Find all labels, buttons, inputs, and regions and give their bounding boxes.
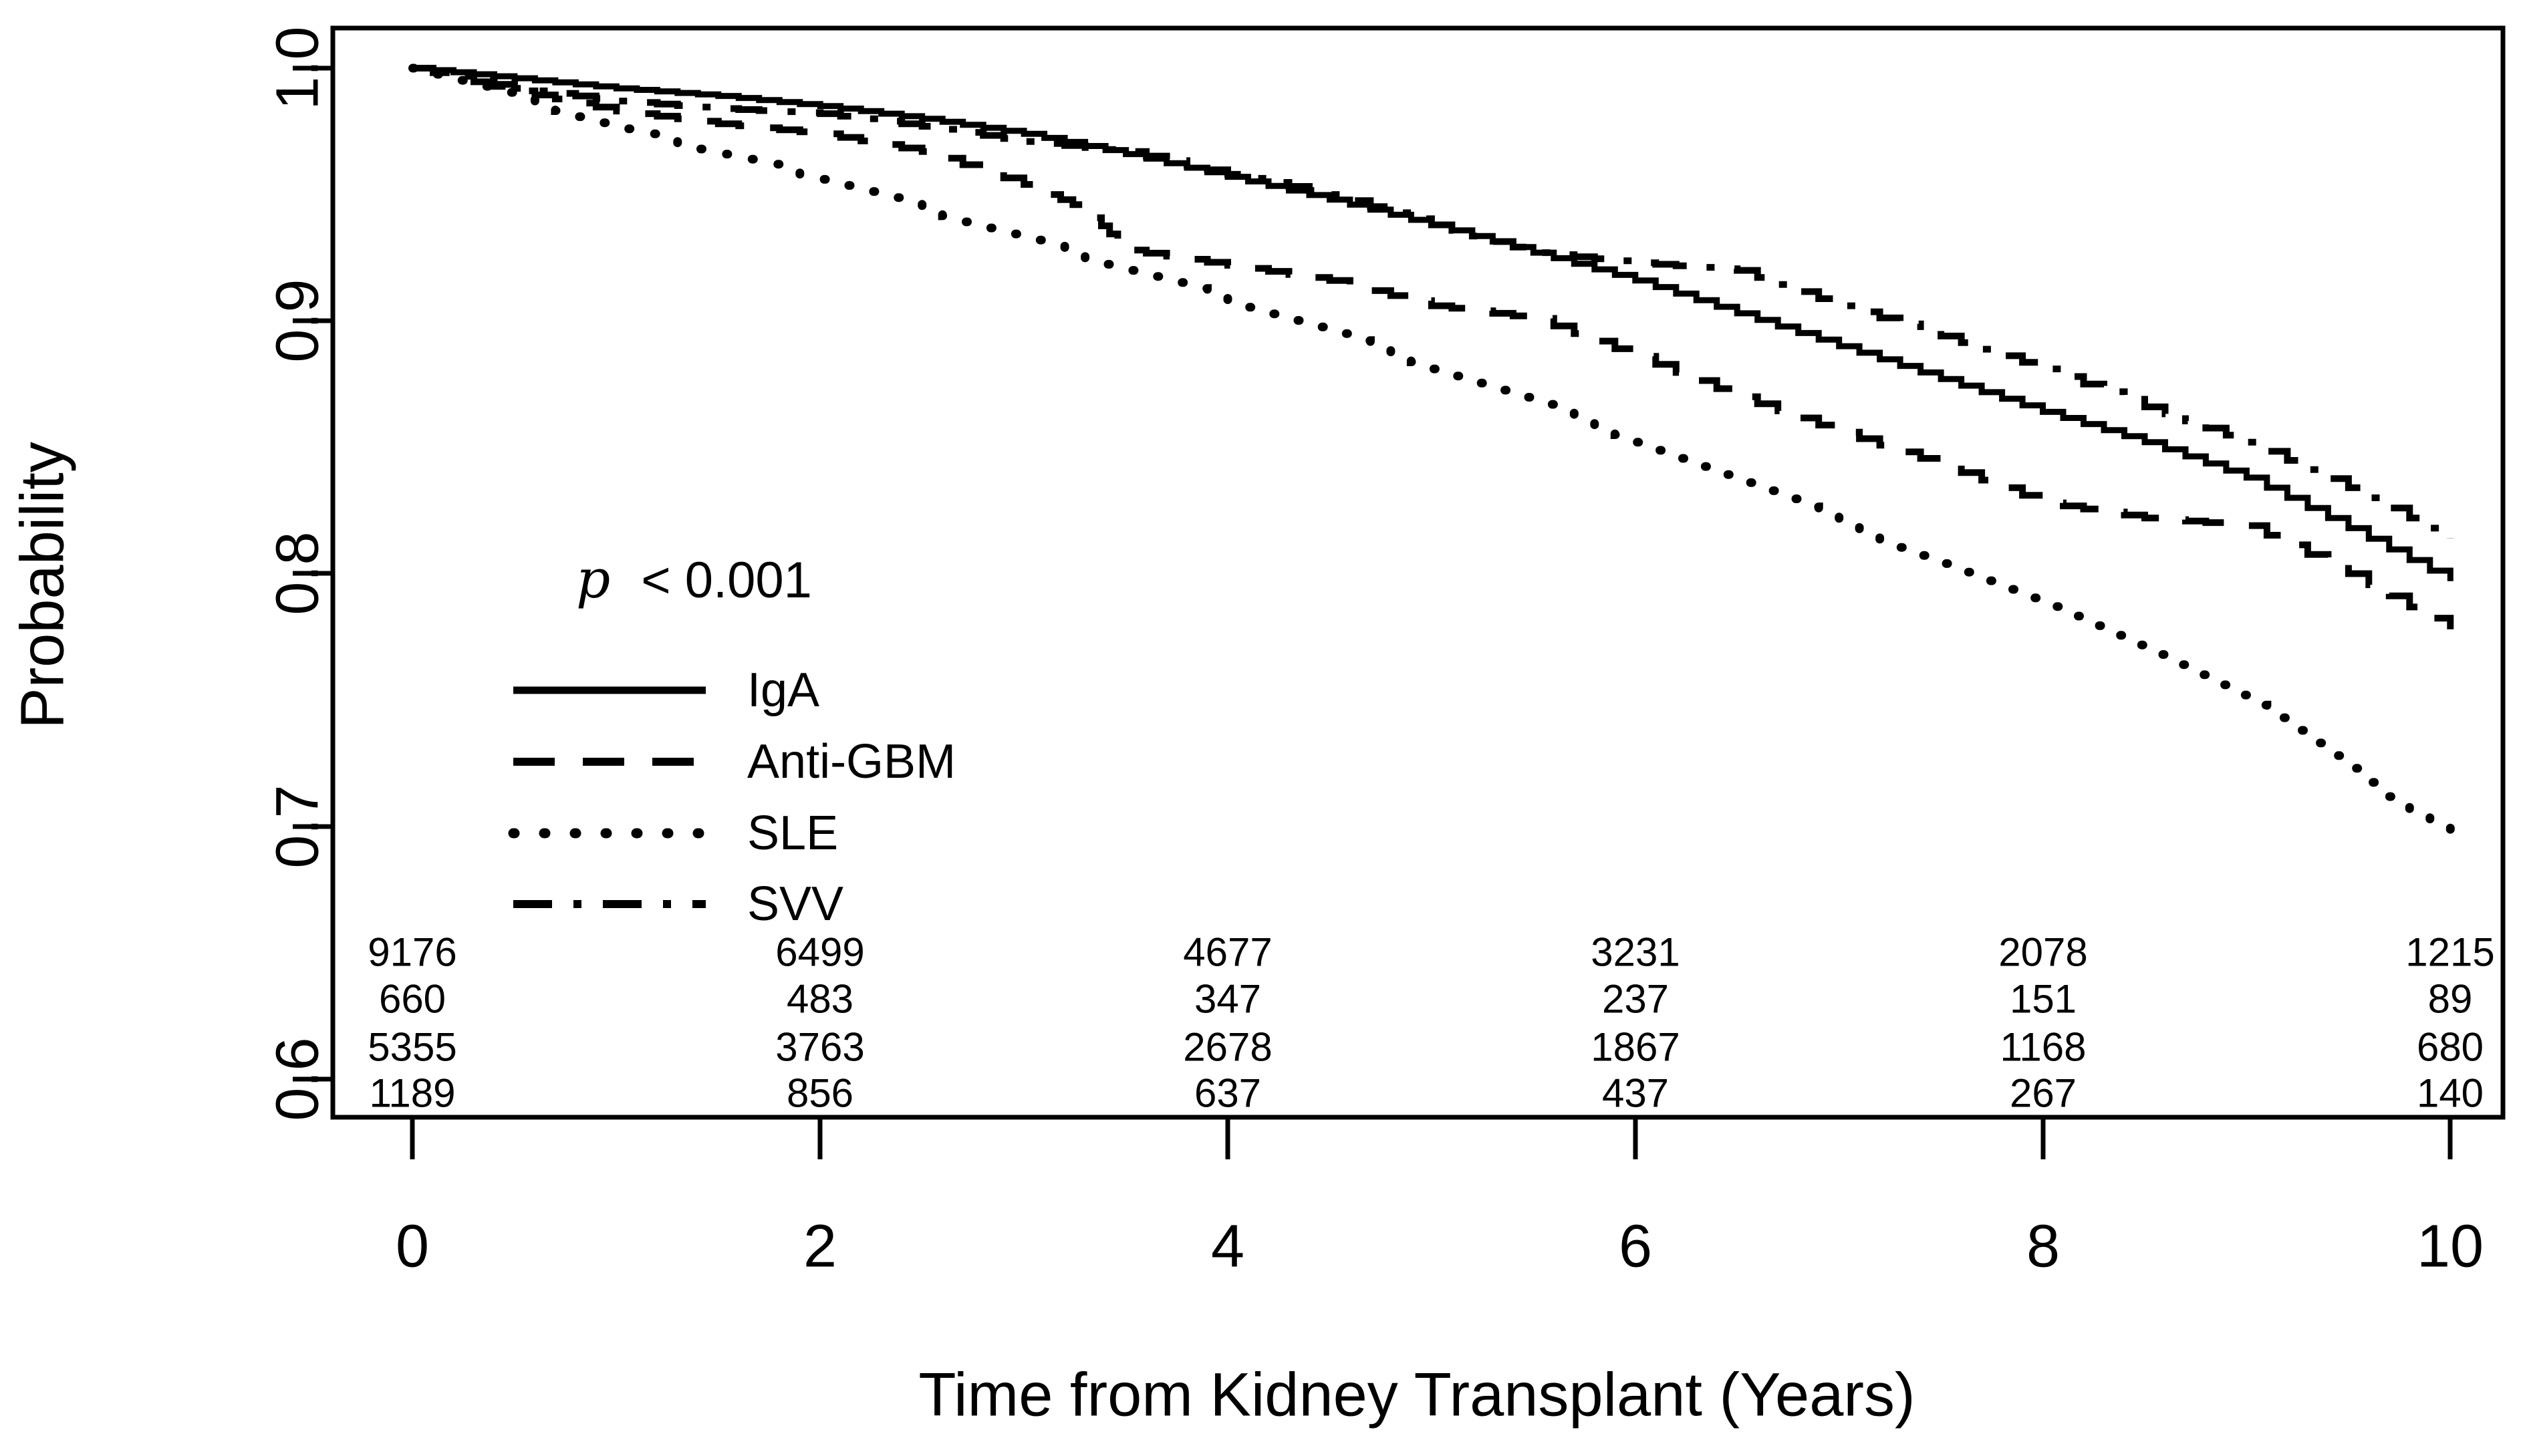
risk-antigbm-t10: 89	[2427, 976, 2473, 1022]
x-tick-label-10: 10	[2416, 1213, 2484, 1280]
risk-antigbm-t2: 483	[786, 976, 854, 1022]
risk-antigbm-t4: 347	[1194, 976, 1262, 1022]
curve-anti-gbm	[412, 65, 2454, 629]
curve-iga	[412, 65, 2453, 581]
y-tick-marks	[293, 65, 333, 1082]
risk-svv-t10: 140	[2416, 1070, 2484, 1116]
legend-label-antigbm: Anti-GBM	[747, 735, 956, 788]
risk-svv-t8: 267	[2009, 1070, 2077, 1116]
risk-svv-t0: 1189	[369, 1070, 456, 1116]
risk-iga-t6: 3231	[1591, 929, 1680, 975]
y-tick-label-1.0: 1.0	[264, 26, 331, 110]
risk-sle-t8: 1168	[2000, 1024, 2087, 1070]
risk-antigbm-t6: 237	[1601, 976, 1670, 1022]
x-tick-label-0: 0	[395, 1213, 430, 1280]
y-tick-label-0.6: 0.6	[264, 1037, 331, 1121]
y-axis-title: Probability	[8, 442, 77, 729]
p-value-text: < 0.001	[641, 552, 812, 609]
x-tick-label-4: 4	[1210, 1213, 1245, 1280]
risk-iga-t0: 9176	[368, 929, 457, 975]
y-tick-label-0.9: 0.9	[264, 279, 331, 363]
p-symbol: p	[576, 548, 611, 610]
risk-iga-t8: 2078	[1998, 929, 2088, 975]
legend-label-svv: SVV	[747, 877, 844, 931]
p-value-annotation: p < 0.001	[576, 548, 812, 610]
curve-sle	[408, 63, 2455, 844]
risk-iga-t2: 6499	[775, 929, 865, 975]
x-axis-title: Time from Kidney Transplant (Years)	[918, 1360, 1915, 1429]
curve-svv	[412, 65, 2454, 539]
x-tick-label-8: 8	[2026, 1213, 2061, 1280]
risk-sle-t2: 3763	[775, 1024, 865, 1070]
x-tick-marks	[410, 1117, 2453, 1159]
risk-svv-t4: 637	[1194, 1070, 1262, 1116]
y-tick-label-0.8: 0.8	[264, 531, 331, 615]
risk-iga-t10: 1215	[2405, 929, 2495, 975]
risk-antigbm-t0: 660	[378, 976, 446, 1022]
risk-antigbm-t8: 151	[2009, 976, 2077, 1022]
survival-curves	[408, 63, 2455, 844]
risk-sle-t4: 2678	[1183, 1024, 1273, 1070]
y-tick-label-0.7: 0.7	[264, 784, 331, 869]
x-tick-label-2: 2	[803, 1213, 837, 1280]
legend-label-iga: IgA	[747, 664, 820, 717]
risk-sle-t0: 5355	[368, 1024, 457, 1070]
legend-sample-lines	[508, 686, 711, 908]
risk-iga-t4: 4677	[1183, 929, 1273, 975]
risk-sle-t10: 680	[2416, 1024, 2484, 1070]
risk-svv-t6: 437	[1601, 1070, 1670, 1116]
risk-svv-t2: 856	[786, 1070, 854, 1116]
x-tick-label-6: 6	[1618, 1213, 1653, 1280]
risk-sle-t6: 1867	[1591, 1024, 1680, 1070]
legend-label-sle: SLE	[747, 807, 839, 860]
